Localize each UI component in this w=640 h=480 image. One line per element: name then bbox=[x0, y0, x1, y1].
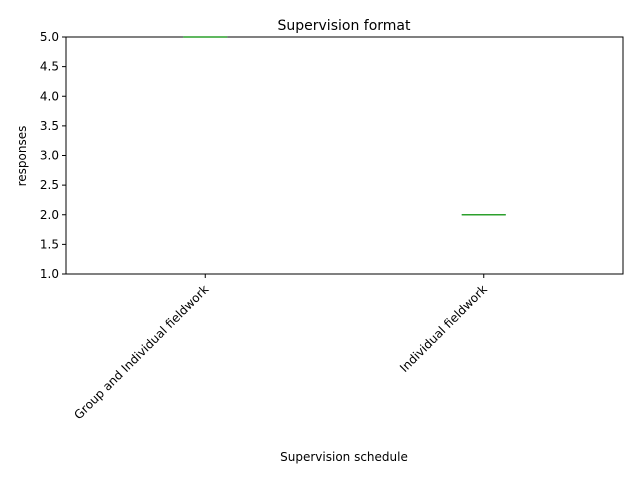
x-tick-label: Group and Individual fieldwork bbox=[71, 282, 211, 422]
plot-frame bbox=[65, 36, 624, 275]
y-tick-label: 1.5 bbox=[40, 237, 59, 251]
y-axis-label: responses bbox=[15, 126, 29, 187]
y-tick-label: 1.0 bbox=[40, 267, 59, 281]
x-tick-label: Individual fieldwork bbox=[397, 282, 490, 375]
x-axis-label: Supervision schedule bbox=[280, 450, 408, 464]
y-tick-label: 2.5 bbox=[40, 178, 59, 192]
chart-title: Supervision format bbox=[278, 18, 411, 34]
y-tick-label: 4.5 bbox=[40, 60, 59, 74]
y-tick-label: 3.5 bbox=[40, 119, 59, 133]
plot-area bbox=[65, 36, 624, 275]
x-axis: Group and Individual fieldwork Individual… bbox=[71, 274, 490, 422]
y-tick-label: 2.0 bbox=[40, 208, 59, 222]
y-tick-label: 3.0 bbox=[40, 149, 59, 163]
y-tick-label: 5.0 bbox=[40, 30, 59, 44]
y-tick-label: 4.0 bbox=[40, 89, 59, 103]
y-axis: 1.0 1.5 2.0 2.5 3.0 3.5 4.0 4.5 5.0 bbox=[40, 30, 66, 281]
